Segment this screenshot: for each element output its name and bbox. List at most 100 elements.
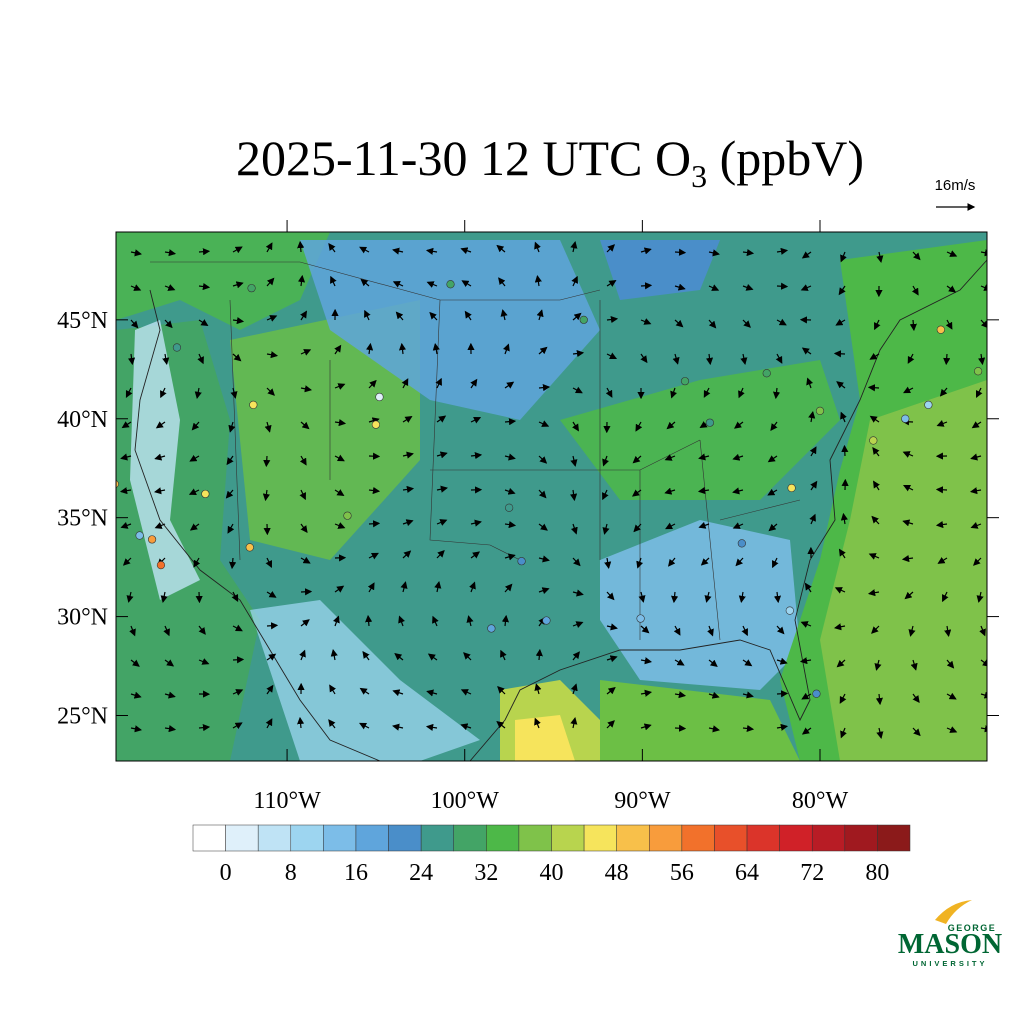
- wind-arrow: [980, 725, 987, 733]
- wind-arrow: [734, 421, 744, 429]
- wind-arrow: [809, 513, 816, 525]
- wind-arrow: [160, 387, 167, 399]
- wind-arrow: [911, 285, 919, 296]
- wind-arrow: [402, 519, 414, 527]
- wind-arrow: [640, 353, 648, 364]
- wind-arrow: [300, 310, 308, 321]
- wind-arrow: [698, 521, 710, 529]
- wind-arrow: [504, 453, 516, 461]
- wind-arrow: [801, 347, 812, 355]
- wind-arrow: [901, 554, 914, 563]
- x-tick-label: 90°W: [614, 788, 671, 814]
- station: [924, 400, 933, 410]
- wind-arrow: [572, 557, 581, 567]
- wind-arrow: [436, 549, 445, 559]
- wind-arrow: [867, 589, 880, 597]
- wind-arrow: [570, 683, 578, 695]
- wind-arrow: [425, 247, 438, 255]
- wind-arrow: [665, 522, 676, 530]
- field-gulf-yellow: [515, 715, 575, 761]
- wind-arrow: [801, 692, 812, 700]
- colorbar-box: [388, 824, 422, 852]
- wind-arrow: [640, 282, 653, 290]
- wind-arrow: [946, 726, 958, 733]
- wind-arrow: [500, 309, 508, 321]
- wind-arrow: [334, 344, 342, 355]
- wind-arrow: [328, 243, 336, 253]
- wind-arrow: [402, 416, 413, 423]
- wind-arrow: [130, 691, 142, 699]
- wind-arrow: [602, 489, 609, 501]
- colorbar-box: [844, 824, 878, 852]
- wind-arrow: [776, 318, 787, 326]
- wind-arrow: [570, 241, 578, 253]
- wind-arrow: [460, 723, 472, 731]
- wind-arrow: [775, 353, 783, 364]
- wind-arrow: [366, 342, 374, 355]
- station: [505, 503, 514, 512]
- wind-arrow: [904, 591, 914, 600]
- wind-arrow: [232, 353, 242, 362]
- wind-arrow: [164, 249, 177, 257]
- wind-arrow: [976, 591, 984, 603]
- wind-arrow: [300, 523, 308, 534]
- wind-arrow: [840, 727, 847, 739]
- wind-arrow: [191, 421, 200, 431]
- wind-arrow: [838, 548, 846, 559]
- field-blue-north: [300, 240, 600, 420]
- station: [901, 414, 910, 423]
- wind-arrow: [198, 658, 210, 665]
- wind-arrow: [936, 420, 948, 427]
- wind-arrow: [833, 350, 846, 358]
- wind-arrow: [572, 421, 579, 432]
- wind-arrow: [401, 378, 409, 389]
- wind-arrow: [572, 589, 584, 597]
- colorbar-box: [323, 824, 357, 852]
- field-green-nw: [116, 232, 330, 330]
- wind-arrow: [198, 248, 211, 256]
- station: [156, 561, 166, 570]
- wind-arrow: [534, 683, 542, 695]
- wind-arrow: [426, 689, 438, 697]
- y-tick-label: 25°N: [57, 703, 108, 729]
- wind-arrow: [776, 247, 789, 255]
- field-green-midwest: [560, 360, 840, 500]
- wind-arrow: [125, 387, 133, 398]
- wind-arrow: [776, 723, 789, 731]
- colorbar-box: [355, 824, 389, 852]
- wind-arrow: [334, 419, 347, 427]
- station: [762, 369, 771, 378]
- station: [705, 418, 714, 427]
- station: [936, 325, 945, 334]
- wind-arrow: [368, 520, 381, 528]
- wind-arrow: [534, 717, 541, 729]
- wind-arrow: [225, 489, 234, 499]
- y-tick-label: 40°N: [57, 407, 108, 433]
- wind-arrow: [670, 387, 678, 399]
- wind-arrow: [874, 659, 882, 671]
- wind-arrow: [198, 625, 206, 635]
- wind-arrow: [937, 557, 948, 564]
- wind-arrow: [188, 488, 200, 495]
- wind-arrow: [392, 247, 404, 255]
- wind-arrow: [426, 281, 438, 288]
- wind-arrow: [266, 622, 279, 630]
- colorbar-box: [714, 824, 748, 852]
- wind-arrow: [470, 417, 482, 424]
- wind-arrow: [164, 319, 173, 329]
- wind-arrow: [668, 557, 676, 567]
- wind-arrow: [909, 319, 917, 332]
- wind-arrow: [633, 523, 642, 533]
- wind-arrow: [231, 591, 239, 602]
- wind-arrow: [164, 659, 175, 667]
- wind-arrow: [402, 550, 412, 559]
- wind-arrow: [640, 625, 650, 634]
- wind-arrow: [266, 387, 275, 396]
- field-blue-southeast: [600, 520, 800, 690]
- wind-arrow: [300, 421, 310, 430]
- wind-arrow: [330, 648, 338, 661]
- wind-arrow: [538, 523, 548, 531]
- wind-arrow: [902, 451, 914, 458]
- wind-arrow: [163, 625, 170, 637]
